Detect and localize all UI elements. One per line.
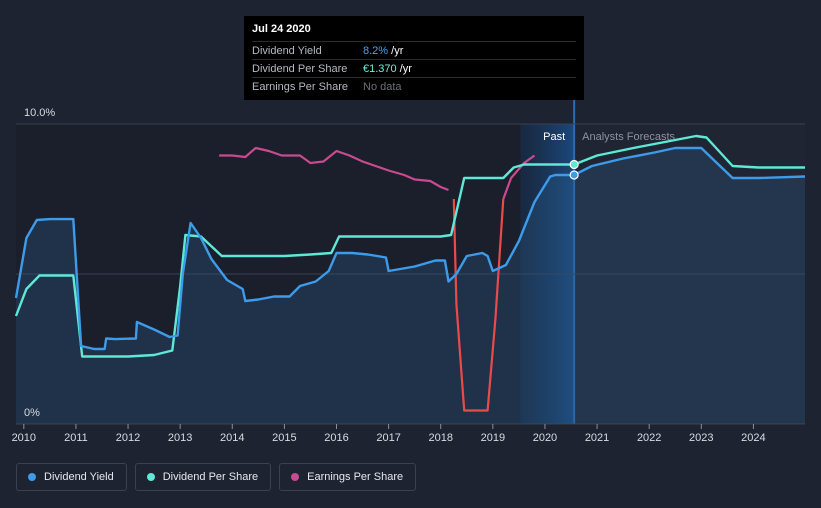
x-tick-label: 2013 [168, 432, 192, 444]
tooltip-date: Jul 24 2020 [252, 23, 311, 35]
legend-label: Dividend Per Share [162, 471, 259, 483]
tooltip-unit: /yr [396, 62, 412, 75]
legend-dividend-per-share[interactable]: Dividend Per Share [134, 463, 272, 491]
tooltip-row-earnings-per-share: Earnings Per Share No data [252, 77, 576, 95]
past-label: Past [543, 131, 565, 143]
dividend-yield-line [14, 146, 806, 351]
x-tick-label: 2016 [324, 432, 348, 444]
chart-legend: Dividend Yield Dividend Per Share Earnin… [16, 463, 417, 491]
legend-label: Dividend Yield [44, 471, 114, 483]
earnings-per-share-line [219, 146, 449, 192]
x-tick-label: 2017 [376, 432, 400, 444]
earnings-per-share-negative-line [452, 198, 505, 412]
legend-dot-icon [28, 473, 36, 481]
x-tick-label: 2019 [481, 432, 505, 444]
legend-label: Earnings Per Share [307, 471, 404, 483]
x-tick-label: 2015 [272, 432, 296, 444]
tooltip-value: 8.2% [363, 44, 389, 57]
y-axis-labels: 10.0% 0% [24, 107, 55, 419]
legend-earnings-per-share[interactable]: Earnings Per Share [279, 463, 417, 491]
x-tick-label: 2011 [64, 432, 88, 444]
legend-dot-icon [291, 473, 300, 481]
gridlines [16, 123, 805, 425]
tooltip-label: Dividend Yield [252, 44, 322, 57]
x-tick-label: 2024 [741, 432, 765, 444]
x-tick-label: 2018 [428, 432, 452, 444]
tooltip-label: Earnings Per Share [252, 80, 348, 93]
x-axis: 2010 2011 2012 2013 2014 2015 2016 2017 2018 2019… [12, 424, 766, 444]
legend-dividend-yield[interactable]: Dividend Yield [16, 463, 127, 491]
tooltip-label: Dividend Per Share [252, 62, 348, 75]
x-tick-label: 2023 [689, 432, 713, 444]
legend-dot-icon [146, 473, 155, 481]
x-tick-label: 2020 [533, 432, 557, 444]
zone-labels: Past Analysts Forecasts [543, 131, 675, 143]
tooltip-row-dividend-yield: Dividend Yield 8.2% /yr [252, 41, 576, 59]
earnings-per-share-line [502, 154, 536, 200]
tooltip-row-dividend-per-share: Dividend Per Share €1.370 /yr [252, 59, 576, 77]
forecast-label: Analysts Forecasts [582, 131, 675, 143]
x-tick-label: 2010 [12, 432, 36, 444]
tooltip-value: No data [363, 80, 402, 93]
dividend-per-share-line [14, 134, 805, 358]
hover-marker [569, 170, 579, 180]
y-tick-label: 10.0% [24, 107, 55, 119]
dividend-yield-area [16, 148, 805, 424]
hover-marker [569, 159, 579, 170]
x-tick-label: 2022 [637, 432, 661, 444]
hover-tooltip: Jul 24 2020 Dividend Yield 8.2% /yr Divi… [244, 16, 584, 100]
dividend-yield-area-fill [16, 148, 805, 424]
hover-markers [569, 159, 579, 180]
y-tick-label: 0% [24, 407, 40, 419]
tooltip-value: €1.370 [363, 62, 397, 75]
series-lines [14, 134, 806, 412]
tooltip-unit: /yr [388, 44, 404, 57]
x-tick-label: 2012 [116, 432, 140, 444]
x-tick-label: 2021 [585, 432, 609, 444]
x-tick-label: 2014 [220, 432, 244, 444]
